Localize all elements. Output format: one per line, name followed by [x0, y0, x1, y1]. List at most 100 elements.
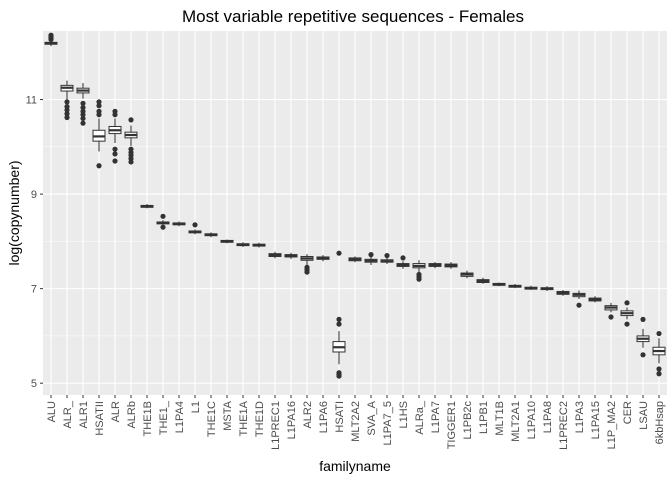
x-tick-label: 6kbHsap [654, 401, 666, 444]
x-tick-label: L1PA7 [430, 401, 442, 433]
x-tick-label: THE1B [142, 401, 154, 436]
box-ALR_ [60, 80, 74, 121]
x-tick-label: ALU [46, 401, 58, 422]
box-ALU [44, 32, 58, 47]
box-THE1D [252, 242, 266, 248]
x-tick-label: L1PA8 [542, 401, 554, 433]
box-MLT2A2 [348, 256, 362, 263]
outlier-point [64, 107, 70, 113]
y-tick-label: 11 [26, 95, 37, 107]
x-tick-label: THE1A [238, 400, 250, 436]
outlier-point [80, 100, 86, 106]
box-CER [620, 300, 634, 327]
box-L1PA10 [524, 285, 538, 291]
outlier-point [128, 159, 134, 165]
box-L1PB2c [460, 270, 474, 279]
box-HSATII [92, 99, 106, 169]
box-L1PREC1 [268, 251, 282, 259]
outlier-point [656, 330, 662, 337]
outlier-point [368, 252, 374, 258]
x-tick-label: LSAU [638, 401, 650, 430]
box-THE1C [204, 232, 218, 238]
x-tick-label: L1PREC1 [270, 401, 282, 450]
x-tick-label: L1PA10 [526, 401, 538, 439]
x-tick-label: L1PA6 [318, 401, 330, 433]
box-MLT2A1 [508, 283, 522, 289]
outlier-point [656, 366, 662, 372]
x-tick-label: MLT2A2 [350, 401, 362, 442]
x-tick-label: THE1_ [158, 400, 170, 435]
outlier-point [80, 104, 86, 111]
box-L1PB1 [476, 277, 490, 284]
outlier-point [160, 213, 166, 219]
outlier-point [384, 252, 390, 259]
x-tick-label: L1PB1 [478, 401, 490, 434]
outlier-point [400, 255, 406, 261]
outlier-point [336, 316, 342, 322]
x-tick-label: ALRb [126, 401, 138, 429]
box-L1PA8 [540, 286, 554, 291]
outlier-point [80, 120, 86, 126]
box-THE1B [140, 204, 154, 209]
x-tick-label: ALR_ [62, 400, 74, 428]
box-LSAU [636, 316, 650, 358]
x-tick-label: THE1C [206, 401, 218, 437]
box-ALRa_ [412, 260, 426, 282]
outlier-point [96, 163, 102, 169]
outlier-point [336, 250, 342, 256]
box-ALR [108, 108, 122, 164]
x-tick-label: L1HS [398, 401, 410, 429]
outlier-point [304, 269, 310, 275]
x-tick-label: L1PA15 [590, 401, 602, 439]
outlier-point [640, 316, 646, 322]
x-tick-label: L1P_MA2 [606, 401, 618, 449]
x-tick-label: SVA_A [366, 400, 378, 435]
box-THE1A [236, 242, 250, 248]
box-ALR2 [300, 254, 314, 275]
box-L1PA16 [284, 252, 298, 259]
box-L1PREC2 [556, 290, 570, 296]
outlier-point [624, 321, 630, 327]
box-L1PA6 [316, 255, 330, 262]
x-tick-label: THE1D [254, 401, 266, 437]
y-tick-label: 7 [31, 284, 37, 296]
outlier-point [112, 112, 118, 118]
box-ALRb [124, 117, 138, 165]
outlier-point [576, 302, 582, 308]
outlier-point [96, 112, 102, 118]
y-tick-label: 9 [31, 189, 37, 201]
outlier-point [112, 146, 118, 152]
x-tick-label: L1PA7_5 [382, 401, 394, 445]
x-tick-label: ALR [110, 401, 122, 422]
outlier-point [48, 32, 54, 38]
outlier-point [64, 114, 70, 121]
outlier-point [96, 103, 102, 109]
x-tick-label: CER [622, 401, 634, 424]
box-TIGGER1 [444, 262, 458, 269]
outlier-point [112, 158, 118, 164]
box-L1HS [396, 255, 410, 269]
outlier-point [128, 117, 134, 123]
outlier-point [192, 222, 198, 228]
x-tick-label: L1PB2c [462, 401, 474, 440]
box-SVA_A [364, 252, 378, 265]
x-tick-label: HSATI [334, 401, 346, 433]
box-6kbHsap [652, 330, 666, 377]
x-tick-label: MLT2A1 [510, 401, 522, 442]
chart-title: Most variable repetitive sequences - Fem… [182, 7, 524, 26]
x-tick-label: L1PREC2 [558, 401, 570, 450]
x-tick-label: L1PA3 [574, 401, 586, 433]
outlier-point [80, 115, 86, 122]
box-L1P_MA2 [604, 302, 618, 320]
box-L1PA7 [428, 262, 442, 269]
outlier-point [336, 373, 342, 379]
box-THE1_ [156, 213, 170, 230]
box-L1PA7_5 [380, 252, 394, 265]
outlier-point [96, 99, 102, 105]
outlier-point [64, 111, 70, 117]
box-L1PA3 [572, 290, 586, 308]
outlier-point [608, 314, 614, 320]
x-tick-label: ALR1 [78, 401, 90, 429]
outlier-point [624, 300, 630, 306]
